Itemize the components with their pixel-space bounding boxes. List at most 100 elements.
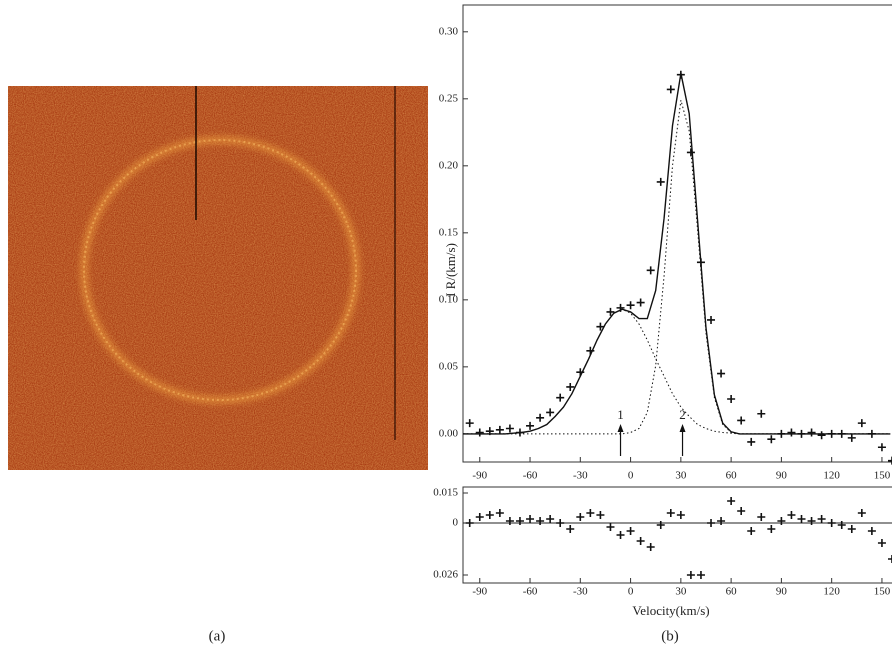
residual-point — [737, 507, 746, 515]
residual-point — [505, 517, 514, 525]
residual-point — [656, 521, 665, 529]
y-tick-label: 0.20 — [439, 159, 459, 171]
residual-point — [676, 511, 685, 519]
residual-point — [696, 571, 705, 579]
y-tick-label: 0.026 — [433, 569, 458, 581]
x-tick-label: 120 — [823, 470, 840, 482]
residual-point — [556, 519, 565, 527]
x-tick-label: 150 — [874, 586, 891, 598]
data-point — [696, 258, 705, 267]
x-tick-label: 0 — [628, 586, 634, 598]
caption: (a) — [209, 628, 226, 644]
data-point — [556, 393, 565, 402]
data-point — [707, 315, 716, 324]
fit-curve — [463, 73, 891, 435]
y-axis-label: I R/(km/s) — [443, 243, 458, 297]
residual-point — [646, 543, 655, 551]
y-tick-label: 0.10 — [439, 293, 459, 305]
data-point — [717, 369, 726, 378]
data-point — [666, 85, 675, 94]
data-point — [465, 419, 474, 428]
residual-point — [867, 527, 876, 535]
residual-point — [757, 513, 766, 521]
residual-point — [576, 513, 585, 521]
x-tick-label: -30 — [573, 586, 588, 598]
data-point — [596, 322, 605, 331]
data-point — [475, 428, 484, 437]
plot-frame — [462, 4, 892, 463]
x-tick-label: 60 — [726, 470, 738, 482]
y-tick-label: 0.25 — [439, 92, 459, 104]
data-point — [586, 346, 595, 355]
residual-point — [636, 537, 645, 545]
residual-point — [485, 511, 494, 519]
data-point — [656, 177, 665, 186]
data-point — [827, 429, 836, 438]
residual-point — [777, 517, 786, 525]
x-tick-label: 90 — [776, 470, 788, 482]
residual-point — [827, 519, 836, 527]
x-tick-label: -60 — [523, 586, 538, 598]
x-tick-label: 30 — [675, 470, 687, 482]
residual-point — [787, 511, 796, 519]
component-curve — [463, 308, 891, 435]
residual-point — [717, 517, 726, 525]
residual-point — [566, 525, 575, 533]
residual-point — [616, 531, 625, 539]
arrow-head — [617, 424, 624, 432]
residual-point — [475, 513, 484, 521]
y-tick-label: 0.05 — [439, 360, 459, 372]
data-point — [817, 431, 826, 440]
data-point — [747, 437, 756, 446]
residual-point — [767, 525, 776, 533]
data-point — [536, 413, 545, 422]
x-tick-label: -90 — [472, 470, 487, 482]
x-tick-label: 0 — [628, 470, 634, 482]
residual-point — [626, 527, 635, 535]
data-point — [566, 382, 575, 391]
data-point — [797, 429, 806, 438]
residual-point — [666, 509, 675, 517]
x-tick-label: -90 — [472, 586, 487, 598]
residual-point — [536, 517, 545, 525]
x-tick-label: 30 — [675, 586, 687, 598]
residual-point — [707, 519, 716, 527]
data-point — [867, 429, 876, 438]
data-point — [676, 70, 685, 79]
y-tick-label: 0.015 — [433, 487, 458, 499]
x-tick-label: -30 — [573, 470, 588, 482]
residual-point — [857, 509, 866, 517]
component-curve — [463, 100, 891, 435]
data-point — [857, 419, 866, 428]
annotation-label: 1 — [617, 407, 624, 422]
data-point — [526, 421, 535, 430]
residual-point — [807, 517, 816, 525]
y-tick-label: 0 — [453, 517, 459, 529]
data-point — [515, 428, 524, 437]
residual-point — [515, 517, 524, 525]
data-point — [888, 456, 892, 465]
data-point — [546, 408, 555, 417]
data-point — [505, 424, 514, 433]
residual-point — [747, 527, 756, 535]
data-point — [737, 416, 746, 425]
data-point — [767, 435, 776, 444]
residual-point — [465, 519, 474, 527]
data-point — [787, 428, 796, 437]
residual-point — [546, 515, 555, 523]
residual-point — [847, 525, 856, 533]
data-point — [777, 429, 786, 438]
residual-point — [586, 509, 595, 517]
residual-point — [686, 571, 695, 579]
residual-point — [526, 515, 535, 523]
data-point — [807, 428, 816, 437]
data-point — [616, 303, 625, 312]
residual-frame — [462, 486, 892, 584]
data-point — [847, 433, 856, 442]
y-tick-label: 0.30 — [439, 25, 459, 37]
y-tick-label: 0.00 — [439, 427, 459, 439]
data-point — [877, 443, 886, 452]
y-tick-label: 0.15 — [439, 226, 459, 238]
residual-point — [888, 555, 892, 563]
data-point — [757, 409, 766, 418]
